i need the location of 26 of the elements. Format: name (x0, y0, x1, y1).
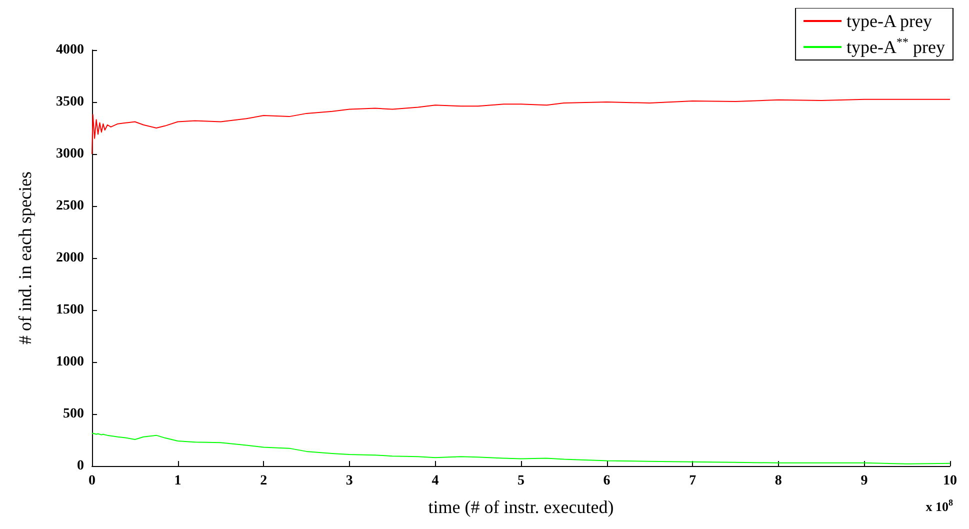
x-tick-label: 6 (603, 474, 610, 488)
x-tick-label: 10 (943, 474, 957, 488)
line-series (92, 98, 950, 154)
legend-label: type-A** prey (846, 35, 945, 57)
y-tick-label: 4000 (56, 42, 84, 58)
x-axis-title: time (# of instr. executed) (428, 497, 614, 517)
x-tick-label: 5 (518, 474, 524, 488)
y-tick-label: 2500 (56, 198, 84, 214)
x-tick-label: 4 (432, 474, 439, 488)
y-tick-label: 1000 (56, 354, 84, 370)
legend-label: type-A prey (846, 11, 932, 31)
x-tick-label: 9 (860, 474, 868, 488)
x-tick-label: 2 (260, 474, 268, 488)
x-tick-label: 0 (88, 474, 96, 488)
y-tick-label: 500 (63, 406, 84, 422)
line-series (92, 432, 950, 464)
y-tick-label: 2000 (56, 250, 84, 266)
x-tick-label: 8 (774, 474, 782, 488)
y-tick-label: 3000 (56, 146, 84, 162)
y-tick-label: 3500 (56, 94, 84, 110)
y-tick-label: 0 (77, 458, 84, 474)
y-axis-title: # of ind. in each species (15, 172, 35, 344)
y-tick-label: 1500 (56, 302, 84, 318)
x-tick-label: 7 (689, 474, 696, 488)
x-tick-label: 1 (174, 474, 182, 488)
x-tick-label: 3 (346, 474, 353, 488)
